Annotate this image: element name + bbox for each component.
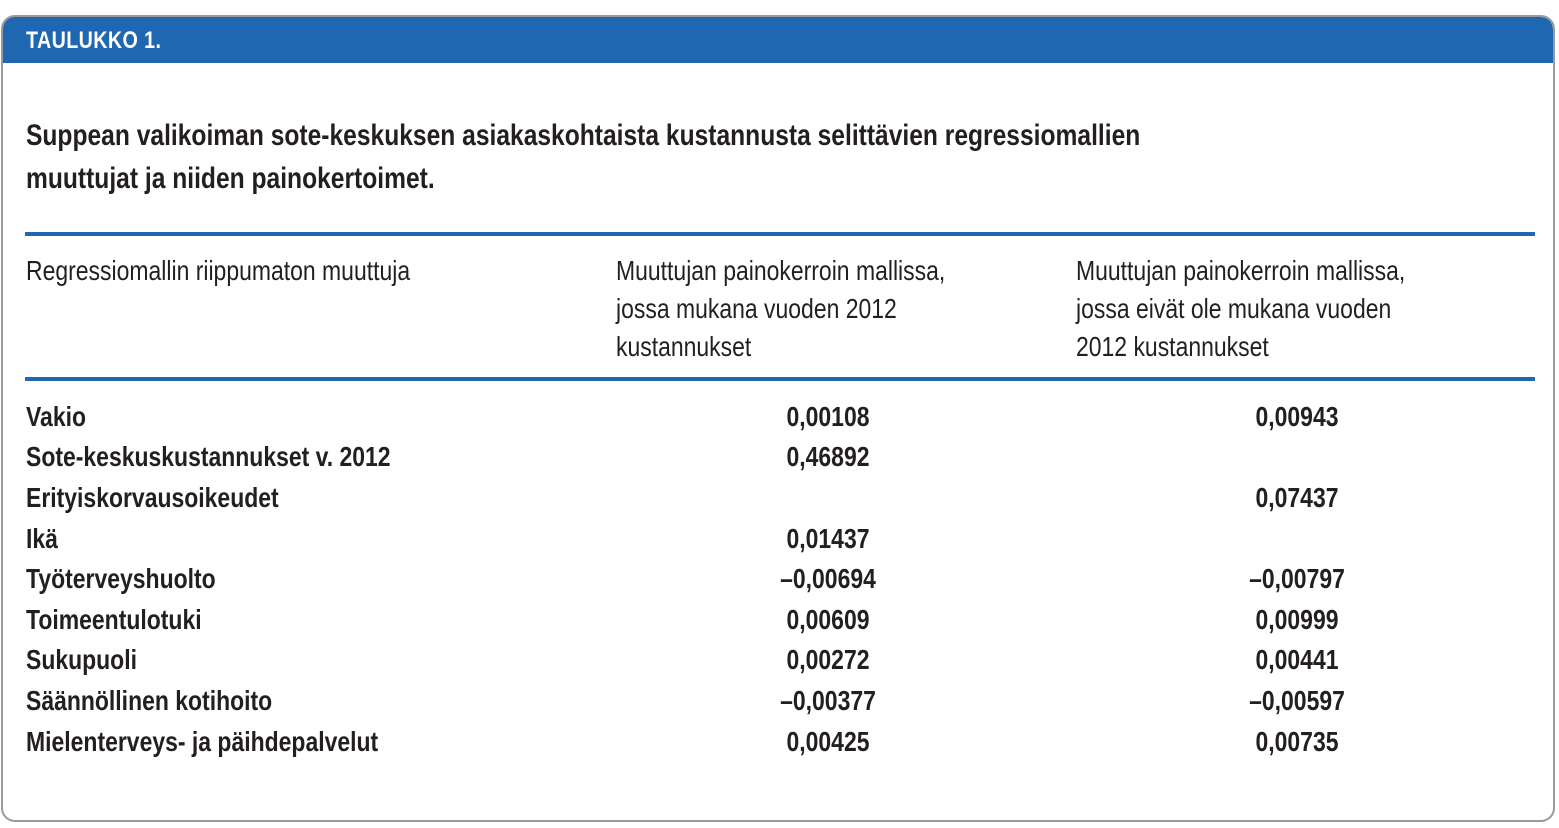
table-top-rule	[25, 232, 1535, 236]
row-label: Ikä	[26, 523, 58, 554]
row-label: Sukupuoli	[26, 644, 137, 675]
caption-line-1: Suppean valikoiman sote-keskuksen asiaka…	[26, 119, 1141, 152]
row-label: Sote-keskuskustannukset v. 2012	[26, 441, 391, 472]
value-without-2012: 0,00441	[1255, 644, 1339, 675]
value-without-2012: 0,00999	[1255, 604, 1339, 635]
table-card: TAULUKKO 1. Suppean valikoiman sote-kesk…	[1, 15, 1555, 822]
row-label: Mielenterveys- ja päihdepalvelut	[26, 726, 379, 757]
value-without-2012: –0,00797	[1249, 563, 1345, 594]
value-with-2012: 0,00272	[786, 644, 870, 675]
caption-line-2: muuttujat ja niiden painokertoimet.	[26, 162, 435, 195]
table-row: Sukupuoli 0,00272 0,00441	[3, 640, 1553, 680]
column-header-line: Muuttujan painokerroin mallissa,	[1076, 255, 1406, 286]
table-header-rule	[25, 377, 1535, 381]
table-number-label: TAULUKKO 1.	[26, 27, 162, 54]
column-header-without-2012: Muuttujan painokerroin mallissa, jossa e…	[1076, 252, 1405, 366]
column-header-with-2012: Muuttujan painokerroin mallissa, jossa m…	[616, 252, 945, 366]
value-with-2012: 0,00108	[786, 401, 870, 432]
value-with-2012: 0,01437	[786, 523, 870, 554]
value-without-2012: 0,00943	[1255, 401, 1339, 432]
value-without-2012: –0,00597	[1249, 685, 1345, 716]
table-row: Sote-keskuskustannukset v. 2012 0,46892	[3, 437, 1553, 477]
table-row: Vakio 0,00108 0,00943	[3, 397, 1553, 437]
column-header-line: jossa eivät ole mukana vuoden	[1076, 293, 1392, 324]
table-row: Mielenterveys- ja päihdepalvelut 0,00425…	[3, 722, 1553, 762]
column-header-line: Muuttujan painokerroin mallissa,	[616, 255, 946, 286]
column-header-line: jossa mukana vuoden 2012	[616, 293, 897, 324]
table-header-bar: TAULUKKO 1.	[3, 17, 1553, 63]
table-row: Erityiskorvausoikeudet 0,07437	[3, 478, 1553, 518]
value-without-2012: 0,07437	[1255, 482, 1339, 513]
column-header-line: kustannukset	[616, 331, 752, 362]
column-header-variable: Regressiomallin riippumaton muuttuja	[26, 252, 410, 290]
row-label: Vakio	[26, 401, 87, 432]
row-label: Toimeentulotuki	[26, 604, 202, 635]
row-label: Säännöllinen kotihoito	[26, 685, 273, 716]
value-with-2012: –0,00377	[780, 685, 876, 716]
value-without-2012: 0,00735	[1255, 726, 1339, 757]
table-row: Työterveyshuolto –0,00694 –0,00797	[3, 559, 1553, 599]
column-header-line: Regressiomallin riippumaton muuttuja	[26, 255, 411, 286]
row-label: Työterveyshuolto	[26, 563, 216, 594]
table-row: Säännöllinen kotihoito –0,00377 –0,00597	[3, 681, 1553, 721]
value-with-2012: 0,00425	[786, 726, 870, 757]
value-with-2012: –0,00694	[780, 563, 876, 594]
column-header-line: 2012 kustannukset	[1076, 331, 1269, 362]
row-label: Erityiskorvausoikeudet	[26, 482, 279, 513]
value-with-2012: 0,00609	[786, 604, 870, 635]
table-row: Ikä 0,01437	[3, 519, 1553, 559]
table-row: Toimeentulotuki 0,00609 0,00999	[3, 600, 1553, 640]
value-with-2012: 0,46892	[786, 441, 870, 472]
table-caption: Suppean valikoiman sote-keskuksen asiaka…	[26, 114, 1338, 200]
